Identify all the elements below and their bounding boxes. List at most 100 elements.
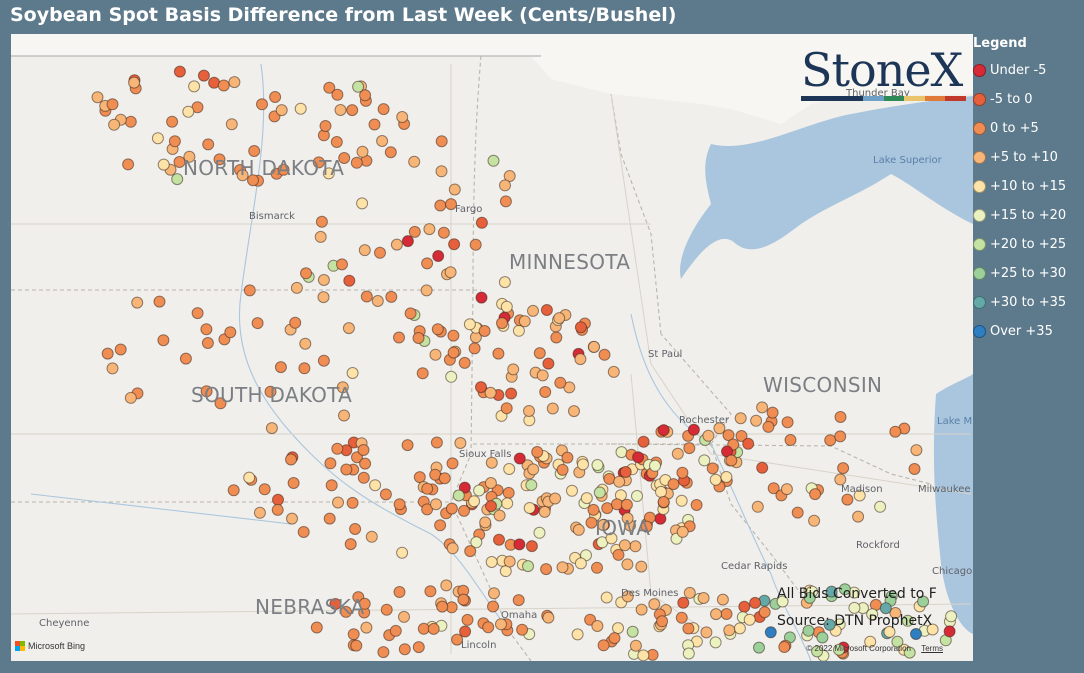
basis-dot[interactable] <box>591 561 603 574</box>
basis-dot[interactable] <box>866 608 879 621</box>
basis-dot[interactable] <box>621 512 634 525</box>
basis-dot[interactable] <box>385 290 398 303</box>
basis-dot[interactable] <box>764 626 777 639</box>
basis-dot[interactable] <box>781 416 794 429</box>
basis-dot[interactable] <box>824 434 837 447</box>
basis-dot[interactable] <box>751 500 764 513</box>
basis-dot[interactable] <box>525 479 538 491</box>
basis-dot[interactable] <box>401 439 414 452</box>
basis-dot[interactable] <box>484 477 497 489</box>
basis-dot[interactable] <box>945 610 958 623</box>
basis-dot[interactable] <box>546 402 559 415</box>
basis-dot[interactable] <box>706 462 719 475</box>
basis-dot[interactable] <box>217 79 230 92</box>
basis-dot[interactable] <box>357 471 370 484</box>
basis-dot[interactable] <box>390 238 403 251</box>
basis-dot[interactable] <box>591 620 604 632</box>
basis-dot[interactable] <box>412 332 425 344</box>
basis-dot[interactable] <box>603 472 616 485</box>
basis-dot[interactable] <box>629 639 642 652</box>
basis-dot[interactable] <box>323 81 336 94</box>
basis-dot[interactable] <box>108 118 121 131</box>
basis-dot[interactable] <box>500 300 513 313</box>
basis-dot[interactable] <box>910 628 922 640</box>
basis-dot[interactable] <box>421 503 434 516</box>
basis-dot[interactable] <box>101 347 114 360</box>
basis-dot[interactable] <box>340 463 353 476</box>
basis-dot[interactable] <box>675 494 688 507</box>
basis-dot[interactable] <box>157 158 170 171</box>
basis-dot[interactable] <box>943 625 956 638</box>
basis-dot[interactable] <box>492 347 505 360</box>
basis-dot[interactable] <box>597 639 610 652</box>
basis-dot[interactable] <box>128 76 141 89</box>
basis-dot[interactable] <box>236 169 249 182</box>
basis-dot[interactable] <box>389 624 402 637</box>
basis-dot[interactable] <box>334 104 347 116</box>
basis-dot[interactable] <box>766 406 779 419</box>
basis-dot[interactable] <box>580 492 593 505</box>
basis-dot[interactable] <box>816 631 829 644</box>
basis-dot[interactable] <box>675 611 688 624</box>
basis-dot[interactable] <box>451 633 464 646</box>
legend-item[interactable]: Under -5 <box>973 56 1084 85</box>
basis-dot[interactable] <box>436 600 449 613</box>
basis-dot[interactable] <box>853 489 866 502</box>
basis-dot[interactable] <box>183 150 196 163</box>
basis-dot[interactable] <box>197 69 210 82</box>
basis-dot[interactable] <box>495 618 507 631</box>
basis-dot[interactable] <box>618 539 631 552</box>
basis-dot[interactable] <box>588 340 600 353</box>
basis-dot[interactable] <box>733 622 746 635</box>
legend-item[interactable]: +30 to +35 <box>973 288 1084 317</box>
basis-dot[interactable] <box>106 362 119 375</box>
basis-dot[interactable] <box>657 496 670 508</box>
basis-dot[interactable] <box>124 115 137 128</box>
basis-dot[interactable] <box>228 76 241 89</box>
basis-dot[interactable] <box>431 323 444 336</box>
basis-dot[interactable] <box>166 115 179 128</box>
basis-dot[interactable] <box>344 538 357 551</box>
basis-dot[interactable] <box>300 267 312 280</box>
basis-dot[interactable] <box>434 519 447 532</box>
basis-dot[interactable] <box>346 367 359 379</box>
basis-dot[interactable] <box>621 558 634 571</box>
basis-dot[interactable] <box>834 411 847 423</box>
basis-dot[interactable] <box>735 430 748 442</box>
basis-dot[interactable] <box>412 641 425 654</box>
basis-dot[interactable] <box>556 463 569 476</box>
basis-dot[interactable] <box>808 514 821 527</box>
legend-item[interactable]: +25 to +30 <box>973 259 1084 288</box>
basis-dot[interactable] <box>577 458 589 471</box>
basis-dot[interactable] <box>837 462 850 475</box>
basis-dot[interactable] <box>248 145 261 157</box>
basis-dot[interactable] <box>294 102 307 115</box>
basis-dot[interactable] <box>475 381 487 394</box>
basis-dot[interactable] <box>742 437 755 450</box>
basis-dot[interactable] <box>289 316 302 329</box>
basis-dot[interactable] <box>566 484 578 497</box>
basis-dot[interactable] <box>408 225 421 238</box>
basis-dot[interactable] <box>635 560 648 573</box>
basis-dot[interactable] <box>253 506 266 519</box>
basis-dot[interactable] <box>485 500 497 513</box>
basis-dot[interactable] <box>434 199 447 212</box>
basis-dot[interactable] <box>179 352 192 365</box>
basis-dot[interactable] <box>275 104 288 117</box>
basis-dot[interactable] <box>271 503 284 516</box>
basis-dot[interactable] <box>393 498 406 511</box>
basis-dot[interactable] <box>823 618 836 631</box>
basis-dot[interactable] <box>457 593 470 606</box>
basis-dot[interactable] <box>287 477 300 489</box>
basis-dot[interactable] <box>587 503 600 516</box>
basis-dot[interactable] <box>371 295 384 307</box>
basis-dot[interactable] <box>317 291 330 304</box>
basis-dot[interactable] <box>265 422 278 435</box>
basis-dot[interactable] <box>756 401 769 414</box>
basis-dot[interactable] <box>568 405 580 418</box>
basis-dot[interactable] <box>358 597 371 610</box>
basis-dot[interactable] <box>496 317 508 330</box>
basis-dot[interactable] <box>676 525 689 538</box>
basis-dot[interactable] <box>834 430 847 443</box>
basis-dot[interactable] <box>343 274 356 287</box>
